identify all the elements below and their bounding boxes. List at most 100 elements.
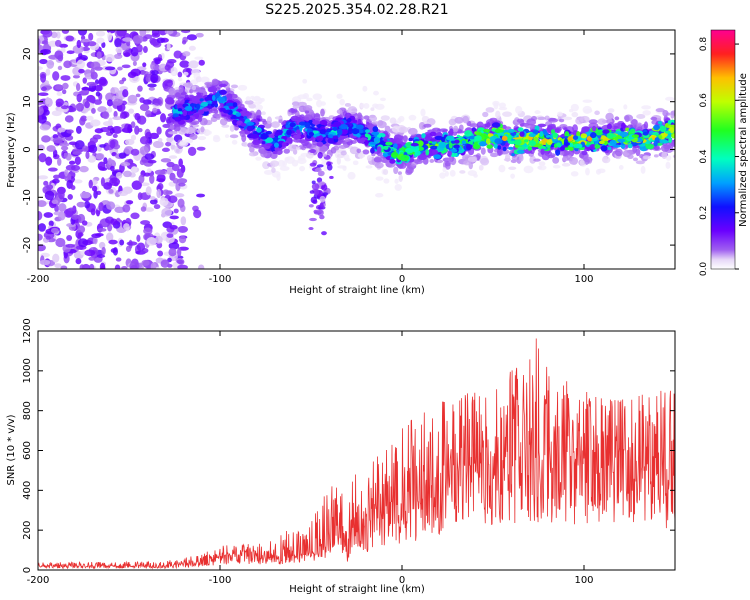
heatmap-noise-cell xyxy=(188,45,196,51)
heatmap-halo-cell xyxy=(344,102,351,107)
heatmap-ridge-cell xyxy=(494,138,503,145)
heatmap-halo-cell xyxy=(211,78,219,86)
heatmap-ridge-cell xyxy=(319,119,328,126)
heatmap-noise-cell xyxy=(107,157,113,166)
heatmap-halo-cell xyxy=(347,106,358,115)
heatmap-halo-cell xyxy=(347,171,356,180)
heatmap-feature-cell xyxy=(326,163,333,171)
heatmap-halo-cell xyxy=(496,147,502,157)
heatmap-ridge-cell xyxy=(273,142,279,148)
heatmap-halo-cell xyxy=(366,154,372,162)
heatmap-noise-cell xyxy=(51,199,59,205)
heatmap-noise-cell xyxy=(150,73,159,83)
heatmap-halo-cell xyxy=(177,77,183,82)
heatmap-ridge-cell xyxy=(510,132,517,136)
heatmap-noise-cell xyxy=(48,220,54,227)
heatmap-halo-cell xyxy=(230,84,239,89)
heatmap-halo-cell xyxy=(178,141,189,147)
heatmap-halo-cell xyxy=(597,118,607,125)
heatmap-noise-cell xyxy=(119,239,125,246)
heatmap-noise-cell xyxy=(160,113,167,123)
heatmap-noise-cell xyxy=(178,158,183,168)
heatmap-ridge-cell xyxy=(332,126,338,131)
heatmap-halo-cell xyxy=(627,154,634,160)
heatmap-halo-cell xyxy=(271,167,276,173)
heatmap-halo-cell xyxy=(452,125,459,133)
heatmap-noise-cell xyxy=(168,155,178,159)
heatmap-halo-cell xyxy=(476,121,484,129)
heatmap-halo-cell xyxy=(485,107,495,113)
heatmap-y-tick-label: 10 xyxy=(22,95,33,108)
heatmap-noise-cell xyxy=(60,265,68,269)
heatmap-halo-cell xyxy=(200,76,210,83)
heatmap-ridge-cell xyxy=(603,140,608,146)
heatmap-noise-cell xyxy=(113,182,119,187)
heatmap-halo-cell xyxy=(167,131,178,135)
heatmap-halo-cell xyxy=(253,101,262,105)
heatmap-noise-cell xyxy=(168,247,177,257)
heatmap-noise-cell xyxy=(79,117,86,126)
heatmap-noise-cell xyxy=(150,262,157,269)
heatmap-halo-cell xyxy=(302,78,308,84)
heatmap-ridge-cell xyxy=(225,102,235,107)
heatmap-halo-cell xyxy=(544,115,550,121)
heatmap-noise-cell xyxy=(76,59,86,69)
heatmap-noise-cell xyxy=(160,259,170,268)
heatmap-noise-cell xyxy=(76,201,86,208)
heatmap-feature-cell xyxy=(319,181,326,186)
heatmap-halo-cell xyxy=(602,156,608,163)
heatmap-noise-cell xyxy=(66,234,73,241)
heatmap-ridge-cell xyxy=(576,143,583,149)
heatmap-halo-cell xyxy=(183,71,189,76)
heatmap-halo-cell xyxy=(642,110,651,116)
heatmap-ridge-cell xyxy=(664,130,671,134)
heatmap-halo-cell xyxy=(398,126,409,133)
heatmap-ridge-cell xyxy=(265,130,273,135)
heatmap-noise-cell xyxy=(59,142,70,147)
heatmap-halo-cell xyxy=(287,144,298,152)
heatmap-ridge-cell xyxy=(564,147,570,151)
heatmap-ridge-cell xyxy=(454,139,460,144)
heatmap-noise-cell xyxy=(87,87,96,92)
heatmap-noise-cell xyxy=(141,259,150,266)
heatmap-halo-cell xyxy=(323,165,328,172)
heatmap-noise-cell xyxy=(143,227,153,235)
heatmap-noise-cell xyxy=(106,99,113,107)
heatmap-halo-cell xyxy=(561,162,571,167)
heatmap-noise-cell xyxy=(91,185,98,192)
heatmap-ridge-cell xyxy=(508,146,514,150)
heatmap-halo-cell xyxy=(632,157,639,162)
heatmap-x-ticks: -200 -100 0 100 xyxy=(27,30,594,285)
heatmap-ridge-cell xyxy=(581,150,588,156)
heatmap-ridge-cell xyxy=(568,146,574,151)
heatmap-noise-cell xyxy=(98,76,107,86)
heatmap-ridge-cell xyxy=(486,144,493,149)
heatmap-halo-cell xyxy=(340,150,347,156)
heatmap-halo-cell xyxy=(174,92,181,100)
heatmap-ridge-cell xyxy=(615,130,621,135)
heatmap-halo-cell xyxy=(502,111,513,117)
heatmap-ridge-cell xyxy=(260,132,268,140)
heatmap-halo-cell xyxy=(510,173,515,179)
heatmap-halo-cell xyxy=(672,140,675,147)
heatmap-halo-cell xyxy=(394,183,402,191)
heatmap-ridge-cell xyxy=(389,158,396,164)
heatmap-halo-cell xyxy=(336,156,341,165)
heatmap-noise-cell xyxy=(140,220,151,225)
heatmap-noise-cell xyxy=(153,204,161,210)
heatmap-noise-cell xyxy=(150,62,156,70)
heatmap-noise-cell xyxy=(156,126,162,135)
heatmap-ridge-cell xyxy=(252,139,261,146)
heatmap-noise-cell xyxy=(74,140,85,150)
heatmap-halo-cell xyxy=(534,110,541,115)
heatmap-noise-cell xyxy=(118,190,129,197)
heatmap-noise-cell xyxy=(188,60,199,69)
heatmap-ridge-cell xyxy=(629,128,636,134)
heatmap-ridge-cell xyxy=(319,129,326,135)
heatmap-ridge-cell xyxy=(607,146,612,151)
heatmap-halo-cell xyxy=(624,115,630,123)
heatmap-ridge-cell xyxy=(290,115,300,122)
heatmap-noise-cell xyxy=(140,206,147,212)
heatmap-ridge-cell xyxy=(516,149,525,154)
heatmap-feature-cell xyxy=(316,177,323,183)
